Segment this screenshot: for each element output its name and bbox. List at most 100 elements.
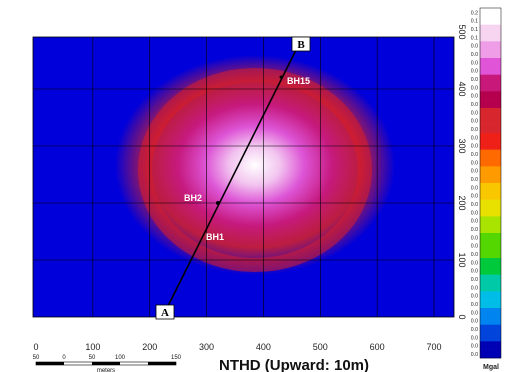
x-axis-ticks: 0 100 200 300 400 500 600 700	[33, 342, 441, 352]
map-grid	[33, 37, 454, 317]
colorbar-swatch	[480, 308, 501, 317]
colorbar-swatch	[480, 24, 501, 34]
colorbar-swatch	[480, 8, 501, 17]
colorbar-swatch	[480, 199, 501, 209]
colorbar-label: 0.0	[471, 302, 478, 308]
scale-bar: 50 0 50 100 150 meters	[33, 355, 182, 372]
colorbar-label: 0.0	[471, 252, 478, 258]
y-tick-label: 500	[457, 24, 467, 39]
colorbar-swatch	[480, 74, 501, 84]
borehole-label-bh2: BH2	[184, 193, 202, 203]
y-tick-label: 0	[457, 314, 467, 319]
colorbar-swatch	[480, 133, 501, 142]
colorbar-label: 0.0	[471, 94, 478, 100]
colorbar-swatch	[480, 108, 501, 117]
colorbar-swatch	[480, 241, 501, 250]
colorbar-label: 0.0	[471, 169, 478, 175]
colorbar-label: 0.0	[471, 352, 478, 358]
borehole-label-bh1: BH1	[206, 232, 224, 242]
colorbar-label: 0.0	[471, 85, 478, 91]
map-title: NTHD (Upward: 10m)	[219, 357, 369, 372]
bh2-marker	[216, 201, 220, 205]
scale-bar-tick: 50	[89, 355, 96, 361]
scale-bar-unit: meters	[97, 368, 115, 372]
colorbar-swatch	[480, 33, 501, 42]
colorbar-swatch	[480, 266, 501, 275]
profile-start-label: A	[161, 307, 169, 319]
colorbar-label: 0.0	[471, 185, 478, 191]
x-tick-label: 400	[256, 342, 271, 352]
colorbar-label: 0.0	[471, 110, 478, 116]
colorbar-swatch	[480, 291, 501, 300]
central-anomaly	[115, 55, 395, 275]
colorbar-label: 0.1	[471, 35, 478, 41]
colorbar-swatch	[480, 224, 501, 234]
scale-bar-tick: 100	[115, 355, 126, 361]
colorbar-swatch	[480, 324, 501, 334]
colorbar-swatch	[480, 149, 501, 159]
colorbar-swatch	[480, 283, 501, 292]
colorbar-label: 0.0	[471, 202, 478, 208]
colorbar-label: 0.0	[471, 310, 478, 316]
colorbar-swatch	[480, 99, 501, 109]
colorbar-swatch	[480, 258, 501, 267]
colorbar-swatch	[480, 166, 501, 175]
colorbar-swatch	[480, 216, 501, 225]
colorbar-label: 0.0	[471, 52, 478, 58]
colorbar-label: 0.0	[471, 144, 478, 150]
colorbar-label: 0.0	[471, 260, 478, 266]
colorbar-label: 0.0	[471, 277, 478, 283]
colorbar-swatch	[480, 249, 501, 259]
profile-start-box: A	[155, 304, 175, 320]
colorbar-label: 0.0	[471, 60, 478, 66]
colorbar-swatch	[480, 183, 501, 192]
colorbar-label: 0.0	[471, 77, 478, 83]
colorbar-label: 0.0	[471, 244, 478, 250]
colorbar-swatch	[480, 174, 501, 184]
colorbar-label: 0.1	[471, 27, 478, 33]
y-tick-label: 200	[457, 195, 467, 210]
colorbar-swatch	[480, 274, 501, 284]
colorbar-swatch	[480, 58, 501, 67]
colorbar: 0.2 0.1 0.1 0.1 0.0 0.0 0.0 0.0 0.0 0.0 0.0 0.0 0.0 0…	[471, 7, 502, 359]
colorbar-swatch	[480, 66, 501, 75]
colorbar-swatch	[480, 333, 501, 342]
colorbar-label: 0.0	[471, 219, 478, 225]
colorbar-swatch	[480, 299, 501, 309]
y-tick-label: 300	[457, 138, 467, 153]
colorbar-swatch	[480, 191, 501, 200]
colorbar-label: 0.0	[471, 227, 478, 233]
colorbar-label: 0.0	[471, 177, 478, 183]
colorbar-label: 0.0	[471, 294, 478, 300]
colorbar-unit: Mgal	[483, 364, 499, 371]
scale-bar-tick: 0	[62, 355, 66, 361]
colorbar-label: 0.0	[471, 327, 478, 333]
colorbar-swatch	[480, 158, 501, 167]
colorbar-swatch	[480, 116, 501, 125]
colorbar-swatch	[480, 208, 501, 217]
colorbar-swatch	[480, 341, 501, 350]
scale-bar-tick: 150	[171, 355, 182, 361]
colorbar-label: 0.0	[471, 44, 478, 50]
x-tick-label: 600	[370, 342, 385, 352]
colorbar-label: 0.0	[471, 285, 478, 291]
colorbar-swatch	[480, 316, 501, 325]
colorbar-swatch	[480, 49, 501, 59]
colorbar-label: 0.0	[471, 160, 478, 166]
borehole-label-bh15: BH15	[287, 76, 310, 86]
colorbar-label: 0.0	[471, 194, 478, 200]
y-tick-label: 400	[457, 81, 467, 96]
x-tick-label: 0	[33, 342, 38, 352]
colorbar-label: 0.0	[471, 127, 478, 133]
x-tick-label: 200	[142, 342, 157, 352]
y-tick-label: 100	[457, 252, 467, 267]
bh15-marker	[279, 75, 283, 79]
colorbar-frame	[479, 7, 502, 359]
colorbar-swatch	[480, 141, 501, 150]
colorbar-label: 0.0	[471, 335, 478, 341]
scale-bar-tick: 50	[33, 355, 40, 361]
map-frame	[32, 36, 455, 318]
colorbar-swatch	[480, 91, 501, 100]
colorbar-label: 0.0	[471, 69, 478, 75]
